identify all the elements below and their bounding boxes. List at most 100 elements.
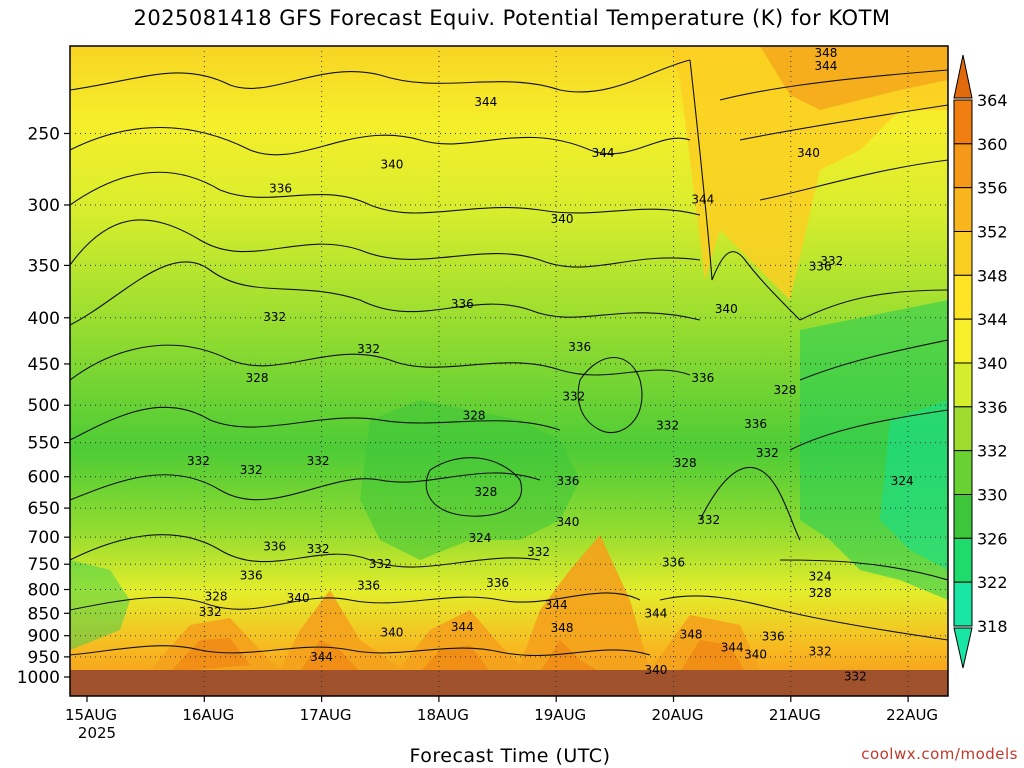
y-tick-label: 950 [28, 648, 60, 668]
y-tick-label: 550 [28, 434, 60, 454]
credit-link[interactable]: coolwx.com/models [861, 745, 1018, 763]
contour-label: 344 [451, 620, 474, 634]
colorbar-segment [953, 231, 973, 276]
colorbar-segment [953, 99, 973, 145]
colorbar-segment [953, 187, 973, 233]
contour-label: 332 [656, 418, 679, 432]
x-tick-label: 19AUG [534, 706, 586, 724]
grid-layer [70, 46, 948, 696]
colorbar-label: 330 [977, 486, 1008, 505]
contour-label: 328 [773, 383, 796, 397]
ground-below-surface [70, 670, 948, 696]
y-tick-label: 400 [28, 309, 60, 329]
contour-label: 336 [269, 182, 292, 196]
contour-label: 344 [545, 598, 568, 612]
x-tick-label: 16AUG [182, 706, 234, 724]
colorbar-label: 326 [977, 529, 1008, 548]
y-tick-label: 750 [28, 555, 60, 575]
x-tick-label: 20AUG [652, 706, 704, 724]
contour-label: 340 [381, 625, 404, 639]
x-tick-label: 17AUG [300, 706, 352, 724]
contour-label: 340 [551, 212, 574, 226]
colorbar-segment [953, 494, 973, 539]
contour-label: 340 [556, 515, 579, 529]
contour-label: 324 [891, 474, 914, 488]
upper-warm-core [760, 46, 948, 110]
colorbar-label: 356 [977, 179, 1008, 198]
y-tick-label: 800 [28, 581, 60, 601]
colorbar-label: 364 [977, 91, 1008, 110]
contour-label: 324 [809, 570, 832, 584]
contour-label: 336 [486, 576, 509, 590]
contour-label: 336 [662, 556, 685, 570]
contour-label: 328 [205, 589, 228, 603]
colorbar-min-arrow [953, 627, 973, 669]
contour-label: 332 [357, 342, 380, 356]
contour-label: 336 [762, 630, 785, 644]
contour-label: 328 [674, 456, 697, 470]
contour-label: 332 [820, 254, 843, 268]
colorbar-segment [953, 362, 973, 408]
contour-lines [70, 59, 948, 657]
x-axis: 15AUG 16AUG 17AUG 18AUG 19AUG 20AUG 21AUG 22AUG… [65, 696, 938, 742]
chart-title: 2025081418 GFS Forecast Equiv. Potential… [133, 6, 891, 30]
colorbar: 364 360 356 352 348 344 340 336 332 330 326 322 318 [953, 54, 1008, 669]
contour-label: 332 [307, 542, 330, 556]
contour-label: 332 [199, 605, 222, 619]
contour-label: 332 [756, 446, 779, 460]
contour-label: 332 [369, 557, 392, 571]
contour-label: 332 [844, 669, 867, 683]
colorbar-label: 340 [977, 354, 1008, 373]
contour-label: 332 [809, 645, 832, 659]
y-tick-label: 900 [28, 627, 60, 647]
contour-label: 336 [744, 417, 767, 431]
contour-label: 332 [263, 310, 286, 324]
contour-label: 336 [556, 474, 579, 488]
x-tick-label: 15AUG [65, 706, 117, 724]
contour-label: 348 [815, 46, 838, 60]
plot-frame [69, 45, 949, 697]
contour-label: 340 [381, 158, 404, 172]
contour-label: 340 [644, 663, 667, 677]
contour-label: 328 [474, 485, 497, 499]
mid-dry-region [360, 400, 580, 560]
y-axis: 250 300 350 400 450 500 550 600 650 700 750 800 850 9… [17, 124, 70, 688]
contour-label: 344 [474, 95, 497, 109]
contour-label: 332 [697, 513, 720, 527]
colorbar-label: 322 [977, 573, 1008, 592]
y-tick-label: 650 [28, 499, 60, 519]
contour-label-layer: 3323283323363323323283363403363443323323… [187, 46, 914, 684]
contour-label: 336 [691, 371, 714, 385]
contour-label: 344 [721, 640, 744, 654]
colorbar-segment [953, 318, 973, 364]
y-tick-label: 700 [28, 528, 60, 548]
contour-label: 324 [469, 531, 492, 545]
contour-label: 328 [246, 371, 269, 385]
contour-label: 336 [809, 259, 832, 273]
colorbar-label: 336 [977, 398, 1008, 417]
x-tick-label: 18AUG [417, 706, 469, 724]
y-tick-label: 850 [28, 604, 60, 624]
colorbar-label: 318 [977, 617, 1008, 636]
contour-label: 328 [463, 409, 486, 423]
contour-label: 336 [451, 297, 474, 311]
contour-label: 344 [592, 146, 615, 160]
contour-label: 340 [287, 591, 310, 605]
contour-label: 332 [527, 545, 550, 559]
x-tick-year: 2025 [78, 724, 116, 742]
y-tick-label: 250 [28, 124, 60, 144]
x-tick-label: 22AUG [886, 706, 938, 724]
contour-label: 344 [815, 59, 838, 73]
contour-label: 344 [691, 192, 714, 206]
y-tick-label: 500 [28, 396, 60, 416]
colorbar-segment [953, 581, 973, 627]
low-warm-bumps [150, 535, 760, 670]
contour-label: 332 [307, 454, 330, 468]
contour-label: 344 [644, 606, 667, 620]
x-tick-label: 21AUG [769, 706, 821, 724]
colorbar-segment [953, 274, 973, 320]
y-tick-label: 350 [28, 256, 60, 276]
contour-label: 348 [551, 621, 574, 635]
colorbar-label: 352 [977, 223, 1008, 242]
